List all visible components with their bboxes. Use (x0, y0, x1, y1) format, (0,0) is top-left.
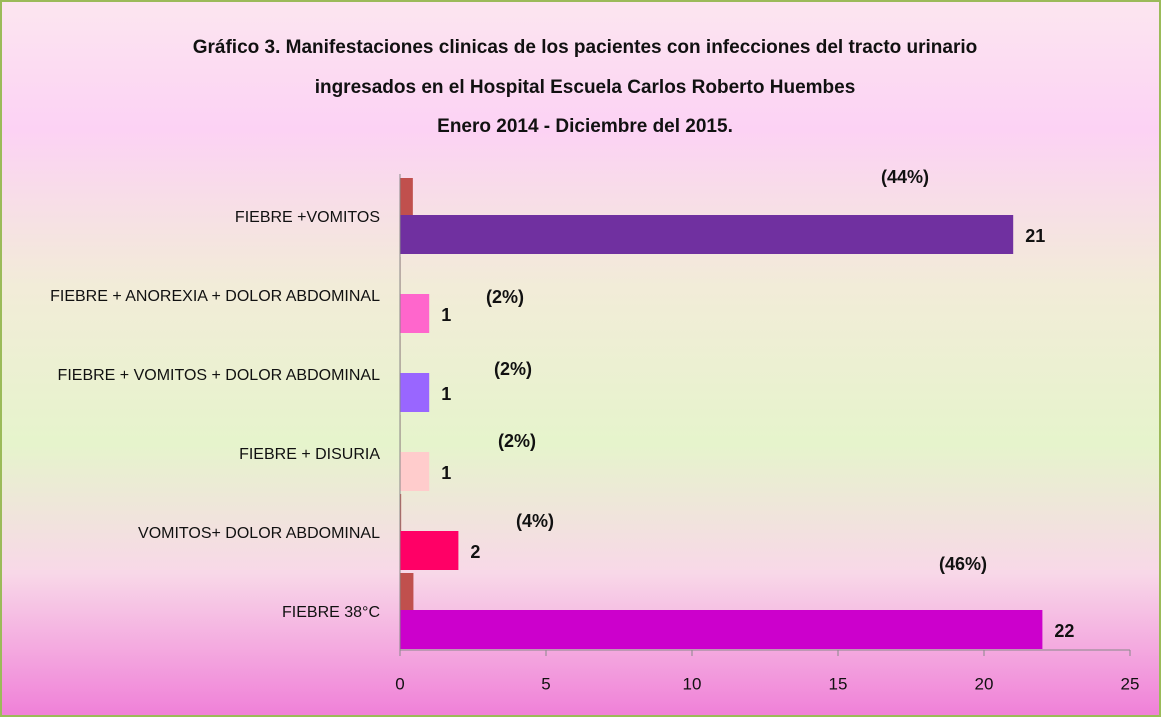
bar (400, 294, 430, 333)
x-tick-label: 0 (395, 674, 404, 693)
y-tick-label: VOMITOS+ DOLOR ABDOMINAL (138, 525, 380, 542)
chart-title: ingresados en el Hospital Escuela Carlos… (315, 77, 856, 98)
x-tick-label: 20 (975, 674, 994, 693)
percent-label: (2%) (494, 359, 532, 379)
y-tick-label: FIEBRE +VOMITOS (235, 209, 380, 226)
bar (400, 610, 1043, 649)
x-tick-label: 25 (1121, 674, 1140, 693)
bar (400, 494, 402, 531)
data-label: 1 (441, 463, 451, 483)
data-label: 21 (1025, 226, 1045, 246)
percent-label: (2%) (498, 431, 536, 451)
y-tick-label: FIEBRE + ANOREXIA + DOLOR ABDOMINAL (50, 288, 380, 305)
y-tick-label: FIEBRE + VOMITOS + DOLOR ABDOMINAL (58, 367, 381, 384)
bar (400, 215, 1014, 254)
data-label: 1 (441, 305, 451, 325)
y-tick-label: FIEBRE 38°C (282, 604, 380, 621)
x-tick-label: 15 (829, 674, 848, 693)
percent-label: (46%) (939, 554, 987, 574)
data-label: 2 (470, 542, 480, 562)
x-tick-label: 5 (541, 674, 550, 693)
percent-label: (44%) (881, 167, 929, 187)
data-label: 22 (1054, 621, 1074, 641)
data-label: 1 (441, 384, 451, 404)
chart-title: Gráfico 3. Manifestaciones clinicas de l… (193, 37, 978, 58)
bar (400, 573, 414, 610)
x-tick-label: 10 (683, 674, 702, 693)
y-tick-label: FIEBRE + DISURIA (239, 446, 380, 463)
bar (400, 531, 459, 570)
percent-label: (2%) (486, 287, 524, 307)
bar (400, 373, 430, 412)
bar (400, 178, 413, 215)
bar (400, 452, 430, 491)
percent-label: (4%) (516, 511, 554, 531)
chart-title: Enero 2014 - Diciembre del 2015. (437, 116, 733, 137)
